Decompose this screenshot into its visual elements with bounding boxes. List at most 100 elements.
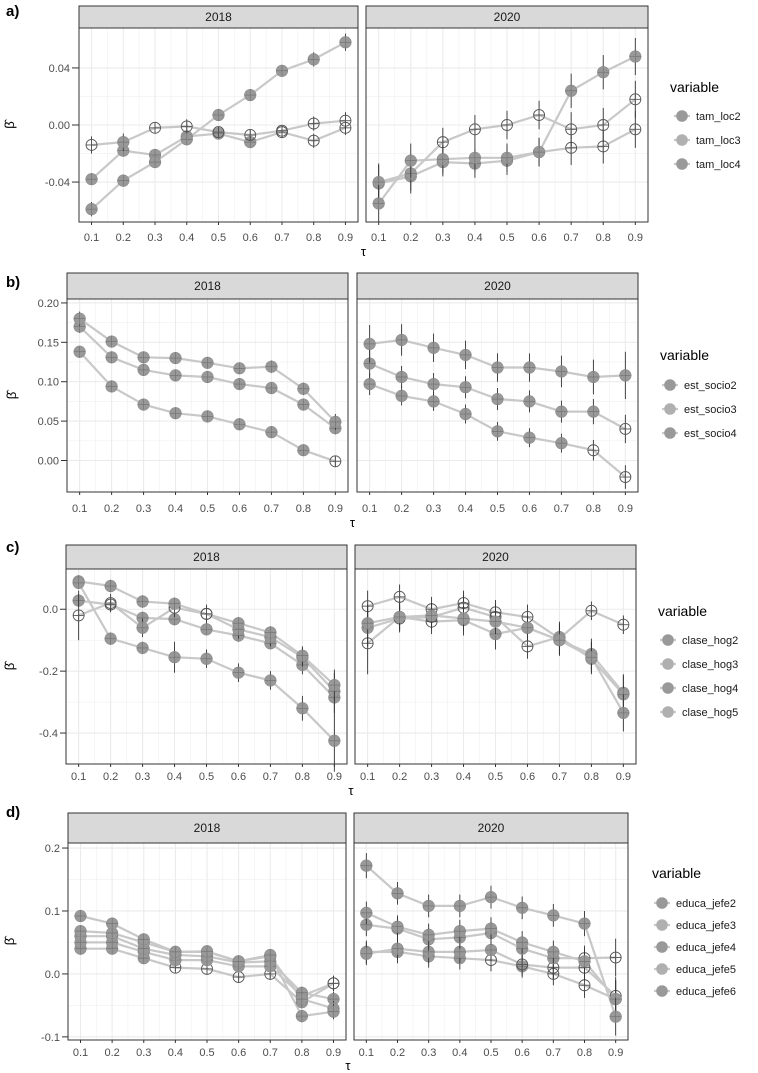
y-axis-title: β̂ (2, 660, 17, 670)
facet-2018: 2018 0.1 0.2 0.3 0.4 0.5 0.6 0.7 0.8 0.9 (67, 812, 347, 1059)
x-axis-title: τ (345, 1058, 351, 1073)
legend-entry-tam_loc3: tam_loc3 (696, 135, 741, 147)
x-tick-label: 0.7 (264, 503, 279, 515)
x-tick-label: 0.9 (328, 503, 343, 515)
panel-label: a) (6, 3, 19, 20)
x-tick-label: 0.6 (243, 232, 258, 244)
x-tick-label: 0.5 (490, 503, 505, 515)
legend-key-point (662, 634, 674, 646)
x-tick-label: 0.5 (199, 771, 214, 783)
x-tick-label: 0.9 (338, 232, 353, 244)
x-tick-label: 0.3 (424, 771, 439, 783)
panel-label: b) (6, 274, 20, 291)
x-tick-label: 0.8 (577, 1047, 592, 1059)
x-tick-label: 0.1 (362, 503, 377, 515)
legend-key-point (662, 706, 674, 718)
facet-strip-label: 2018 (194, 821, 221, 835)
legend-key-point (662, 682, 674, 694)
legend-entry-educa_jefe5: educa_jefe5 (676, 964, 736, 976)
x-tick-label: 0.1 (73, 1047, 88, 1059)
x-tick-label: 0.5 (483, 1047, 498, 1059)
x-tick-label: 0.3 (426, 503, 441, 515)
x-tick-label: 0.9 (326, 1047, 341, 1059)
panel-label: d) (6, 804, 20, 821)
y-tick-label: 0.2 (45, 843, 60, 855)
chart-panel-3: c) β̂ 0.0 -0.2 -0.4 2018 0.1 0.2 0.3 0.4 0.5 0.6 0.7… (2, 539, 738, 798)
facet-strip-label: 2018 (193, 550, 220, 564)
legend-title: variable (658, 603, 707, 619)
legend-title: variable (670, 79, 719, 95)
x-tick-label: 0.4 (456, 771, 471, 783)
x-tick-label: 0.6 (231, 771, 246, 783)
x-tick-label: 0.6 (531, 232, 546, 244)
y-tick-label: 0.1 (45, 906, 60, 918)
x-tick-label: 0.1 (359, 1047, 374, 1059)
legend-entry-clase_hog4: clase_hog4 (682, 683, 738, 695)
x-tick-label: 0.4 (168, 503, 183, 515)
x-tick-label: 0.7 (263, 771, 278, 783)
x-tick-label: 0.2 (104, 503, 119, 515)
y-tick-label: 0.15 (38, 337, 59, 349)
legend-key-point (676, 134, 688, 146)
y-tick-label: 0.20 (38, 298, 59, 310)
facet-strip (65, 544, 348, 570)
x-tick-label: 0.3 (435, 232, 450, 244)
x-tick-label: 0.6 (515, 1047, 530, 1059)
y-tick-label: 0.0 (45, 969, 60, 981)
x-tick-label: 0.7 (564, 232, 579, 244)
x-tick-label: 0.6 (522, 503, 537, 515)
facet-strip-label: 2020 (478, 821, 505, 835)
x-tick-label: 0.8 (294, 1047, 309, 1059)
x-tick-label: 0.4 (452, 1047, 467, 1059)
legend-entry-tam_loc2: tam_loc2 (696, 111, 741, 123)
chart-panel-4: d) β̂ 0.2 0.1 0.0 -0.1 2018 0.1 0.2 0.3 0.4 0.5 0.6 0… (2, 804, 736, 1073)
x-tick-label: 0.4 (167, 771, 182, 783)
x-tick-label: 0.2 (390, 1047, 405, 1059)
facet-strip-label: 2018 (194, 279, 221, 293)
legend-key-point (664, 379, 676, 391)
panel-label: c) (6, 539, 19, 556)
x-tick-label: 0.7 (274, 232, 289, 244)
y-tick-label: -0.4 (39, 728, 58, 740)
legend-entry-educa_jefe2: educa_jefe2 (676, 898, 736, 910)
x-tick-label: 0.2 (403, 232, 418, 244)
legend-title: variable (660, 347, 709, 363)
y-tick-label: 0.04 (49, 63, 70, 75)
x-tick-label: 0.8 (596, 232, 611, 244)
legend: variable clase_hog2 clase_hog3 clase_hog4cl… (658, 603, 738, 719)
legend-key-point (656, 985, 668, 997)
y-axis-title: β̂ (4, 389, 19, 399)
legend-key-point (656, 963, 668, 975)
x-axis-title: τ (348, 783, 354, 798)
legend-entry-est_socio3: est_socio3 (684, 404, 737, 416)
x-tick-label: 0.4 (467, 232, 482, 244)
facet-strip (67, 812, 347, 844)
legend-key-point (656, 919, 668, 931)
x-tick-label: 0.8 (295, 771, 310, 783)
x-tick-label: 0.3 (135, 771, 150, 783)
legend-key-point (676, 110, 688, 122)
x-tick-label: 0.2 (104, 1047, 119, 1059)
x-tick-label: 0.7 (546, 1047, 561, 1059)
facet-2018: 2018 0.1 0.2 0.3 0.4 0.5 0.6 0.7 0.8 0.9 (78, 5, 359, 244)
x-tick-label: 0.9 (628, 232, 643, 244)
y-tick-label: 0.05 (38, 416, 59, 428)
facet-strip-label: 2020 (482, 550, 509, 564)
y-tick-label: 0.10 (38, 377, 59, 389)
x-tick-label: 0.5 (211, 232, 226, 244)
facet-strip-label: 2020 (484, 279, 511, 293)
x-tick-label: 0.5 (499, 232, 514, 244)
facet-2020: 2020 0.1 0.2 0.3 0.4 0.5 0.6 0.7 0.8 0.9 (365, 5, 649, 244)
chart-panel-1: a) β̂ 0.04 0.00 -0.04 2018 0.1 0.2 0.3 0.4 0.5 0.6 0… (2, 3, 741, 259)
x-tick-label: 0.2 (392, 771, 407, 783)
x-axis-title: τ (350, 515, 356, 530)
x-tick-label: 0.5 (199, 1047, 214, 1059)
legend-title: variable (652, 865, 701, 881)
x-tick-label: 0.2 (116, 232, 131, 244)
y-tick-label: 0.0 (43, 604, 58, 616)
facet-2018: 2018 0.1 0.2 0.3 0.4 0.5 0.6 0.7 0.8 0.9 (65, 544, 348, 783)
legend-key-point (656, 897, 668, 909)
x-tick-label: 0.1 (72, 503, 87, 515)
x-tick-label: 0.7 (263, 1047, 278, 1059)
x-tick-label: 0.5 (488, 771, 503, 783)
